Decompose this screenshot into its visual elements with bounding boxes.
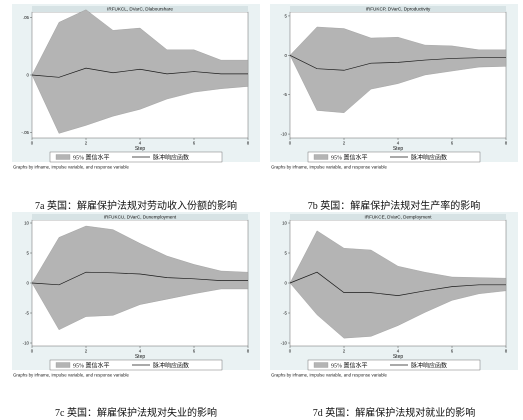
irf-panel-7b: IRFUKCP, DVarC, Dproductivity 5 0 -5 -10 0 2 4 6… [268,2,520,202]
title-bar [32,214,248,220]
irf-line [31,271,248,286]
legend: 95% 置信水平 脉冲响应函数 [307,359,481,371]
legend-swatch-band [55,362,71,368]
x-tick-label: 4 [139,141,142,146]
x-tick-label: 0 [289,141,292,146]
y-tick-label: -10 [281,341,288,346]
plot-title: IRFUKCP, DVarC, Dproductivity [366,7,431,12]
y-tick-label: -10 [23,341,30,346]
x-tick-label: 6 [193,349,196,354]
x-tick-label: 8 [505,141,508,146]
x-tick-label: 8 [247,141,250,146]
caption-7d: 7d 英国：解雇保护法规对就业的影响 [312,408,476,419]
y-tick-label: -5 [25,311,29,316]
legend: 95% 置信水平 脉冲响应函数 [307,151,481,163]
x-tick-label: 6 [193,141,196,146]
x-tick-label: 4 [139,349,142,354]
irf-line [289,271,506,296]
irf-panel-7c: IRFUKCU, DVarC, Dunemployment 10 5 0 -5 -10 0 2… [10,210,262,410]
legend-swatch-band [313,154,329,160]
irf-line [289,54,506,71]
y-tick-label: 10 [24,221,29,226]
x-tick-label: 6 [451,141,454,146]
y-tick-label: .05 [23,15,30,20]
x-axis-label: Step [393,354,404,360]
title-bar [32,6,248,12]
plot-title: IRFUKCL, DVarC, Dlabourshare [107,7,173,12]
x-tick-label: 8 [505,349,508,354]
x-tick-label: 0 [31,141,34,146]
graph-note: Graphs by irfname, impulse variable, and… [13,165,129,170]
y-tick-label: 5 [285,251,288,256]
x-axis-label: Step [135,354,146,360]
caption-7c: 7c 英国：解雇保护法规对失业的影响 [55,408,217,419]
caption-7b: 7b 英国：解雇保护法规对生产率的影响 [307,201,481,212]
plot-title: IRFUKCE, DVarC, Demployment [364,215,432,220]
x-tick-label: 0 [289,349,292,354]
legend-label-band: 95% 置信水平 [73,361,110,369]
x-tick-label: 2 [343,349,346,354]
legend-swatch-band [313,362,329,368]
y-tick-label: 0 [27,281,30,286]
y-tick-label: -5 [283,92,287,97]
title-bar [290,6,506,12]
confidence-band [31,9,249,134]
x-axis-label: Step [135,146,146,152]
x-tick-label: 8 [247,349,250,354]
legend-label-line: 脉冲响应函数 [153,361,189,369]
legend-label-line: 脉冲响应函数 [153,153,189,161]
y-tick-label: 0 [285,53,288,58]
legend: 95% 置信水平 脉冲响应函数 [49,151,223,163]
legend-label-line: 脉冲响应函数 [411,361,447,369]
legend-label-line: 脉冲响应函数 [411,153,447,161]
legend-label-band: 95% 置信水平 [331,361,368,369]
y-tick-label: 5 [285,13,288,18]
y-tick-label: 0 [285,281,288,286]
plot-title: IRFUKCU, DVarC, Dunemployment [104,215,177,220]
graph-note: Graphs by irfname, impulse variable, and… [271,165,387,170]
confidence-band [289,26,507,113]
legend: 95% 置信水平 脉冲响应函数 [49,359,223,371]
irf-line [31,67,248,78]
title-bar [290,214,506,220]
x-tick-label: 6 [451,349,454,354]
graph-note: Graphs by irfname, impulse variable, and… [271,373,387,378]
y-tick-label: -10 [281,132,288,137]
irf-panel-7d: IRFUKCE, DVarC, Demployment 10 5 0 -5 -10 0 2 4 6… [268,210,520,410]
x-tick-label: 2 [343,141,346,146]
x-axis-label: Step [393,146,404,152]
y-tick-label: 0 [27,73,30,78]
x-tick-label: 2 [85,141,88,146]
legend-label-band: 95% 置信水平 [73,153,110,161]
graph-note: Graphs by irfname, impulse variable, and… [13,373,129,378]
y-tick-label: -.05 [21,130,29,135]
irf-panel-7a: IRFUKCL, DVarC, Dlabourshare .05 0 -.05 0 2 4 6… [10,2,262,202]
y-tick-label: -5 [283,311,287,316]
y-tick-label: 5 [27,251,30,256]
x-tick-label: 4 [397,349,400,354]
x-tick-label: 0 [31,349,34,354]
irf-chart-7a: IRFUKCL, DVarC, Dlabourshare .05 0 -.05 0 2 4 6… [12,4,260,170]
y-tick-label: 10 [282,221,287,226]
caption-7a: 7a 英国：解雇保护法规对劳动收入份额的影响 [35,201,237,212]
legend-label-band: 95% 置信水平 [331,153,368,161]
x-tick-label: 2 [85,349,88,354]
x-tick-label: 4 [397,141,400,146]
legend-swatch-band [55,154,71,160]
